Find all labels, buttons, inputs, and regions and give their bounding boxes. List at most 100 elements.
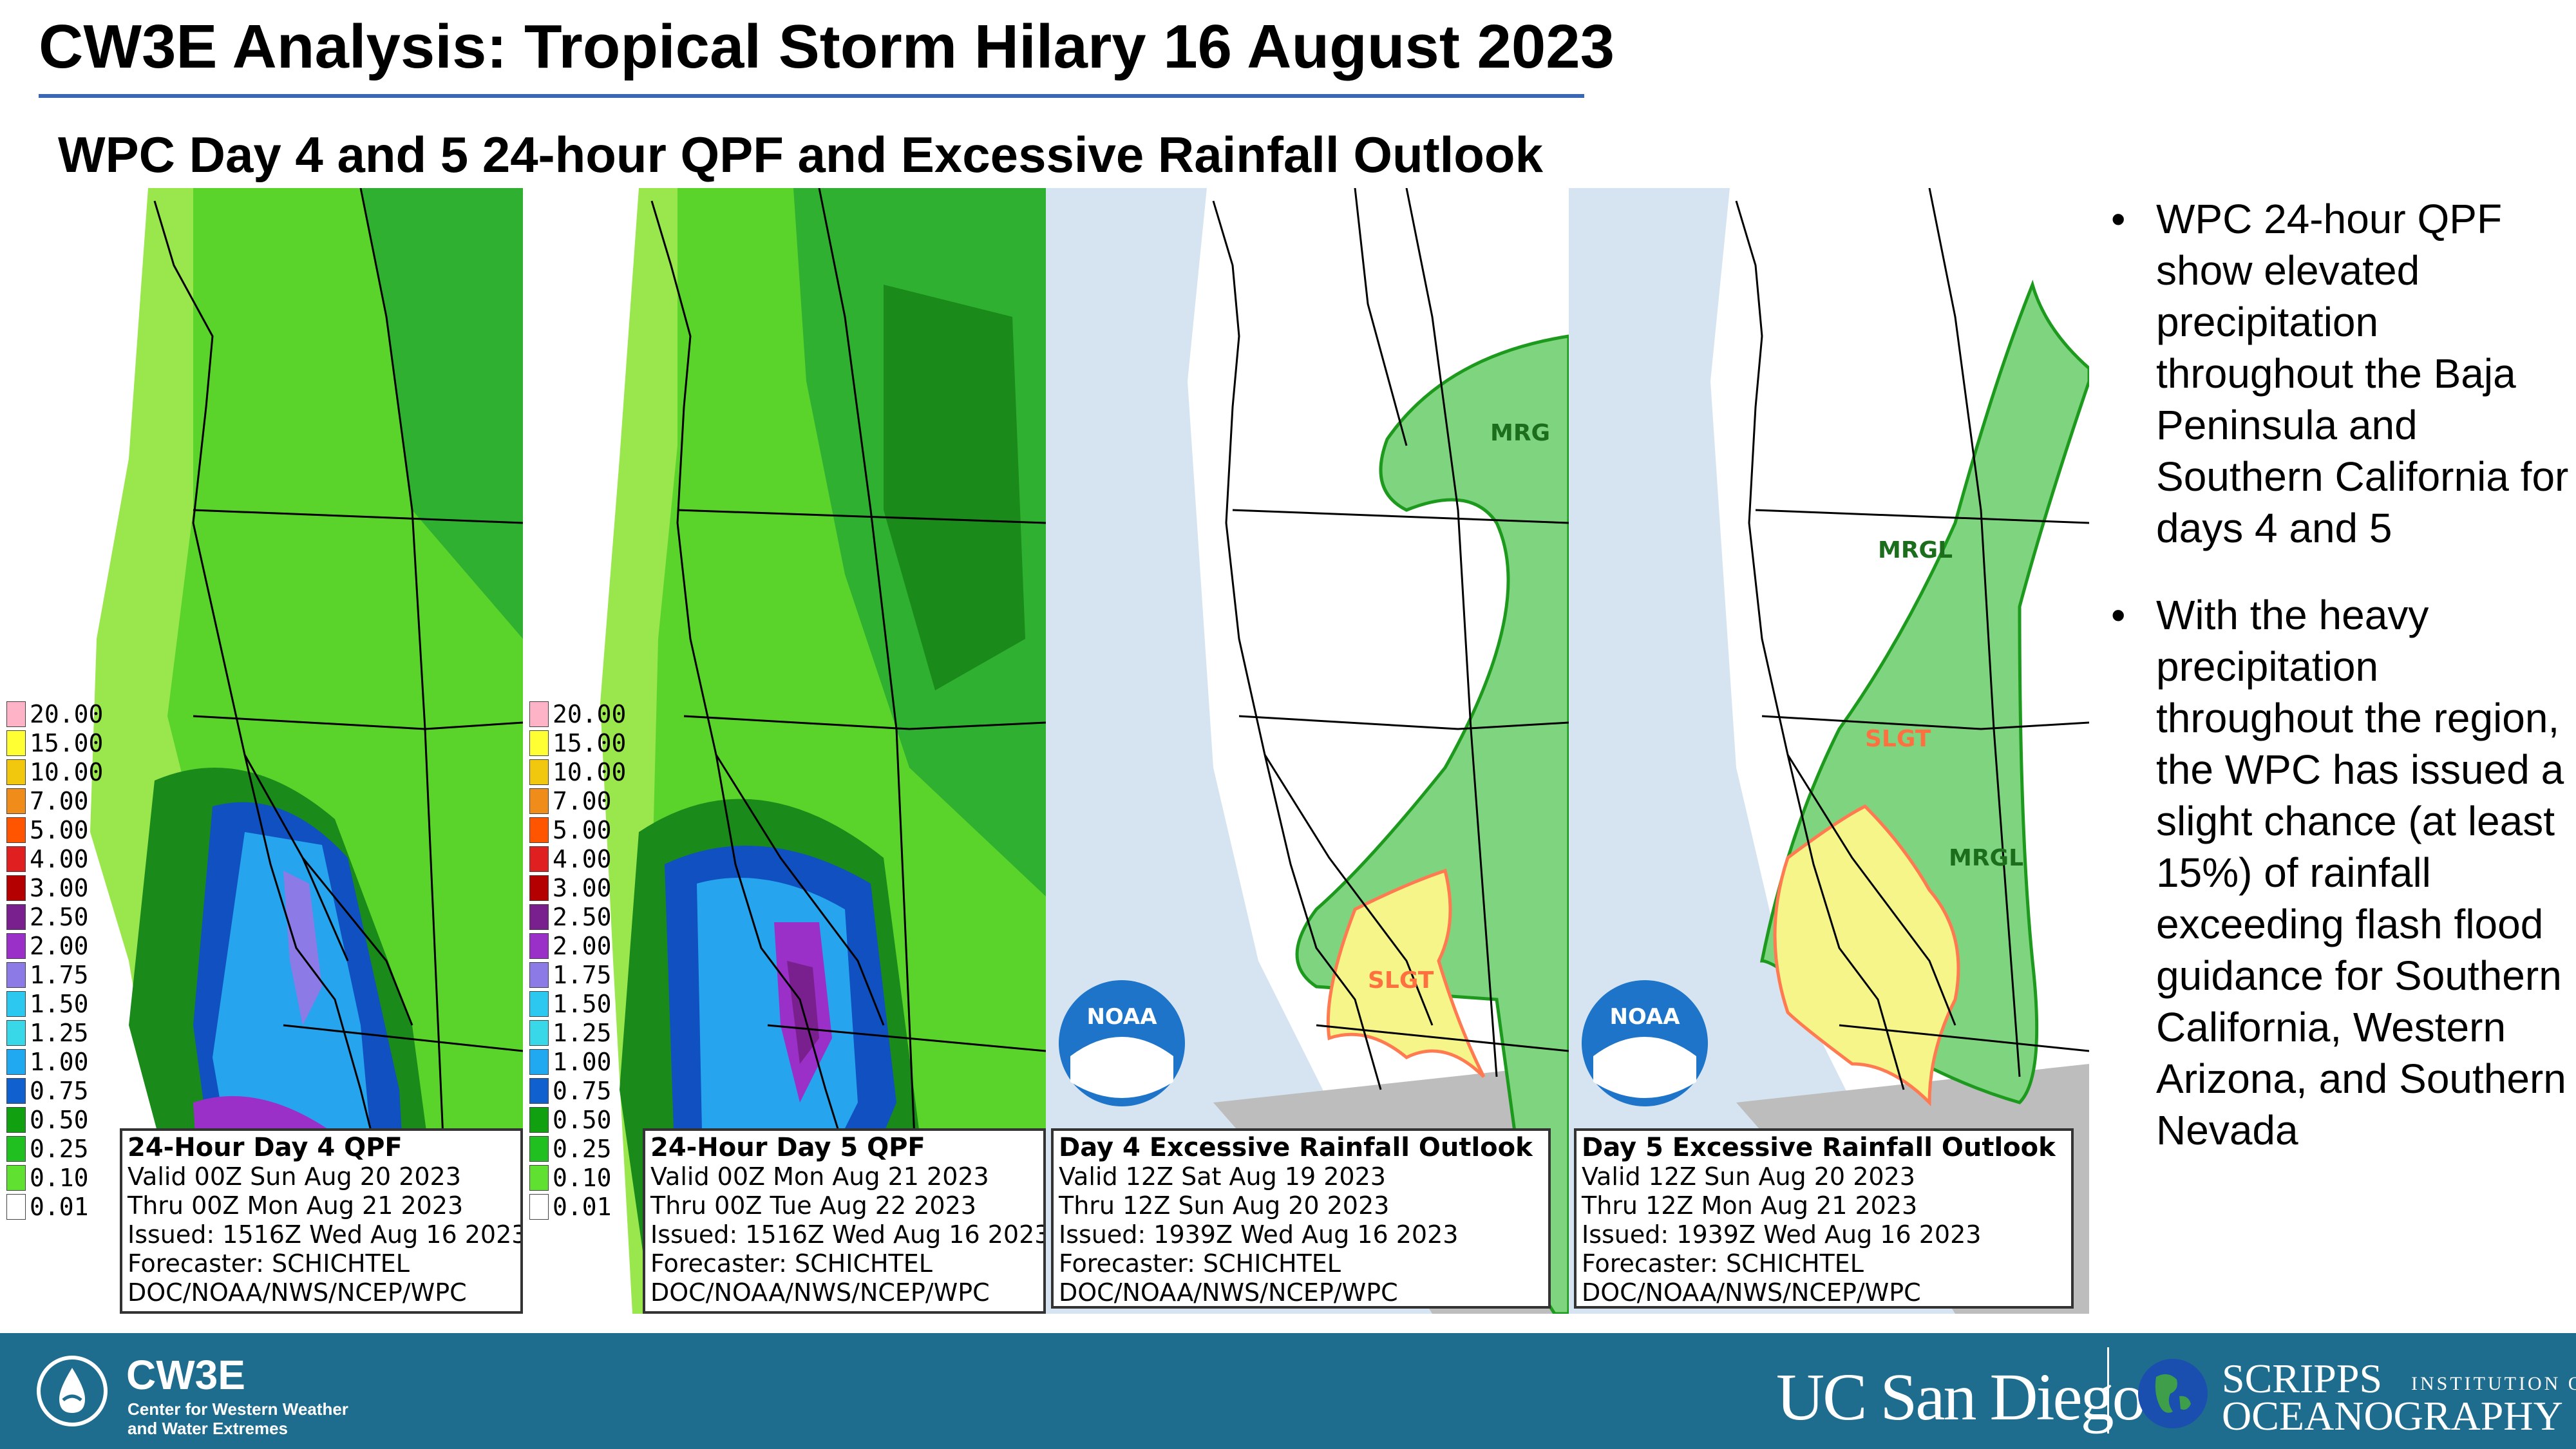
legend-row: 1.50 xyxy=(6,989,138,1018)
legend-swatch xyxy=(529,1078,549,1104)
qpf-day4-legend: 20.00 15.00 10.00 7.00 5.00 4.00 3.00 2.50 2.00 1… xyxy=(6,699,138,1221)
info-box-line: DOC/NOAA/NWS/NCEP/WPC xyxy=(1059,1278,1398,1307)
ero-day5-map: NOAA MRGL SLGT MRGL Day 5 Excessive Rainfa… xyxy=(1569,188,2089,1314)
legend-swatch xyxy=(529,1020,549,1046)
ero-day4-info-box: Day 4 Excessive Rainfall Outlook Valid 12… xyxy=(1051,1128,1551,1309)
legend-row: 0.01 xyxy=(529,1191,661,1221)
legend-label: 1.00 xyxy=(553,1048,612,1076)
legend-label: 0.25 xyxy=(30,1135,89,1163)
legend-label: 0.25 xyxy=(553,1135,612,1163)
legend-row: 15.00 xyxy=(529,728,661,757)
legend-swatch xyxy=(6,788,26,814)
legend-swatch xyxy=(529,1194,549,1220)
noaa-logo-text: NOAA xyxy=(1086,1004,1157,1030)
slight-risk-label: SLGT xyxy=(1865,726,1931,752)
info-box-line: Valid 12Z Sun Aug 20 2023 xyxy=(1582,1162,1915,1191)
footer-bar: CW3E Center for Western Weather and Wate… xyxy=(0,1333,2576,1449)
legend-row: 1.75 xyxy=(6,960,138,989)
legend-swatch xyxy=(6,933,26,959)
legend-label: 1.75 xyxy=(553,961,612,989)
slide-subtitle: WPC Day 4 and 5 24-hour QPF and Excessiv… xyxy=(58,126,1543,183)
info-box-line: DOC/NOAA/NWS/NCEP/WPC xyxy=(128,1278,467,1307)
legend-label: 2.00 xyxy=(553,932,612,960)
legend-swatch xyxy=(529,1107,549,1133)
legend-label: 0.50 xyxy=(553,1106,612,1134)
info-box-line: Issued: 1516Z Wed Aug 16 2023 xyxy=(650,1220,1046,1249)
legend-label: 20.00 xyxy=(553,700,627,728)
legend-row: 1.00 xyxy=(529,1046,661,1076)
legend-row: 0.50 xyxy=(529,1104,661,1134)
legend-swatch xyxy=(529,817,549,843)
info-box-line: DOC/NOAA/NWS/NCEP/WPC xyxy=(1582,1278,1921,1307)
info-box-heading: 24-Hour Day 5 QPF xyxy=(650,1133,925,1162)
uc-san-diego-wordmark: UC San Diego xyxy=(1776,1360,2146,1434)
info-box-line: Forecaster: SCHICHTEL xyxy=(650,1249,933,1278)
legend-label: 2.50 xyxy=(30,903,89,931)
legend-swatch xyxy=(6,701,26,727)
legend-label: 3.00 xyxy=(553,874,612,902)
info-box-heading: Day 5 Excessive Rainfall Outlook xyxy=(1582,1133,2056,1162)
legend-row: 0.75 xyxy=(529,1075,661,1105)
slide-title: CW3E Analysis: Tropical Storm Hilary 16 … xyxy=(39,12,1615,81)
legend-label: 1.50 xyxy=(553,990,612,1018)
bullet-text: WPC 24-hour QPF show elevated precipitat… xyxy=(2156,196,2569,551)
legend-label: 0.01 xyxy=(30,1193,89,1221)
legend-swatch xyxy=(6,1194,26,1220)
legend-swatch xyxy=(6,1107,26,1133)
info-box-heading: 24-Hour Day 4 QPF xyxy=(128,1133,402,1162)
info-box-line: Thru 00Z Tue Aug 22 2023 xyxy=(650,1191,976,1220)
legend-label: 15.00 xyxy=(553,729,627,757)
legend-swatch xyxy=(529,875,549,901)
bullet-item: • With the heavy precipitation throughout… xyxy=(2106,589,2570,1156)
legend-swatch xyxy=(529,1049,549,1075)
legend-row: 3.00 xyxy=(529,873,661,902)
scripps-wordmark-institution: INSTITUTION OF xyxy=(2411,1373,2576,1394)
legend-swatch xyxy=(6,817,26,843)
legend-swatch xyxy=(6,904,26,930)
legend-swatch xyxy=(529,701,549,727)
legend-label: 1.00 xyxy=(30,1048,89,1076)
legend-label: 0.10 xyxy=(553,1164,612,1192)
bullet-list: • WPC 24-hour QPF show elevated precipita… xyxy=(2106,193,2570,1191)
legend-row: 5.00 xyxy=(6,815,138,844)
qpf-day5-legend: 20.00 15.00 10.00 7.00 5.00 4.00 3.00 2.50 2.00 1… xyxy=(529,699,661,1221)
legend-row: 1.25 xyxy=(529,1018,661,1047)
legend-swatch xyxy=(529,991,549,1017)
legend-row: 2.50 xyxy=(6,902,138,931)
legend-row: 5.00 xyxy=(529,815,661,844)
qpf-day4-map: 20.00 15.00 10.00 7.00 5.00 4.00 3.00 2.50 2.00 1… xyxy=(0,188,523,1314)
bullet-dot-icon: • xyxy=(2111,196,2126,242)
legend-swatch xyxy=(6,730,26,756)
info-box-line: Thru 00Z Mon Aug 21 2023 xyxy=(128,1191,464,1220)
legend-label: 1.75 xyxy=(30,961,89,989)
legend-row: 0.25 xyxy=(6,1133,138,1163)
info-box-line: Valid 00Z Mon Aug 21 2023 xyxy=(650,1162,989,1191)
info-box-line: Valid 00Z Sun Aug 20 2023 xyxy=(128,1162,461,1191)
legend-row: 1.25 xyxy=(6,1018,138,1047)
slight-risk-label: SLGT xyxy=(1368,967,1434,994)
info-box-line: Issued: 1939Z Wed Aug 16 2023 xyxy=(1582,1220,1982,1249)
legend-swatch xyxy=(529,730,549,756)
legend-label: 10.00 xyxy=(30,758,104,786)
legend-row: 7.00 xyxy=(6,786,138,815)
legend-row: 20.00 xyxy=(6,699,138,728)
legend-swatch xyxy=(6,1049,26,1075)
legend-swatch xyxy=(6,1020,26,1046)
ero-day5-info-box: Day 5 Excessive Rainfall Outlook Valid 12… xyxy=(1574,1128,2074,1309)
cw3e-name: CW3E xyxy=(126,1352,245,1398)
qpf-day5-info-box: 24-Hour Day 5 QPF Valid 00Z Mon Aug 21 20… xyxy=(643,1128,1046,1314)
legend-swatch xyxy=(6,759,26,785)
legend-swatch xyxy=(529,1165,549,1191)
legend-row: 1.75 xyxy=(529,960,661,989)
legend-row: 20.00 xyxy=(529,699,661,728)
legend-swatch xyxy=(529,904,549,930)
legend-label: 3.00 xyxy=(30,874,89,902)
legend-row: 2.50 xyxy=(529,902,661,931)
qpf-day5-map: 20.00 15.00 10.00 7.00 5.00 4.00 3.00 2.50 2.00 1… xyxy=(523,188,1046,1314)
legend-swatch xyxy=(529,846,549,872)
legend-label: 0.01 xyxy=(553,1193,612,1221)
legend-row: 10.00 xyxy=(6,757,138,786)
legend-row: 10.00 xyxy=(529,757,661,786)
legend-label: 0.50 xyxy=(30,1106,89,1134)
legend-label: 5.00 xyxy=(30,816,89,844)
